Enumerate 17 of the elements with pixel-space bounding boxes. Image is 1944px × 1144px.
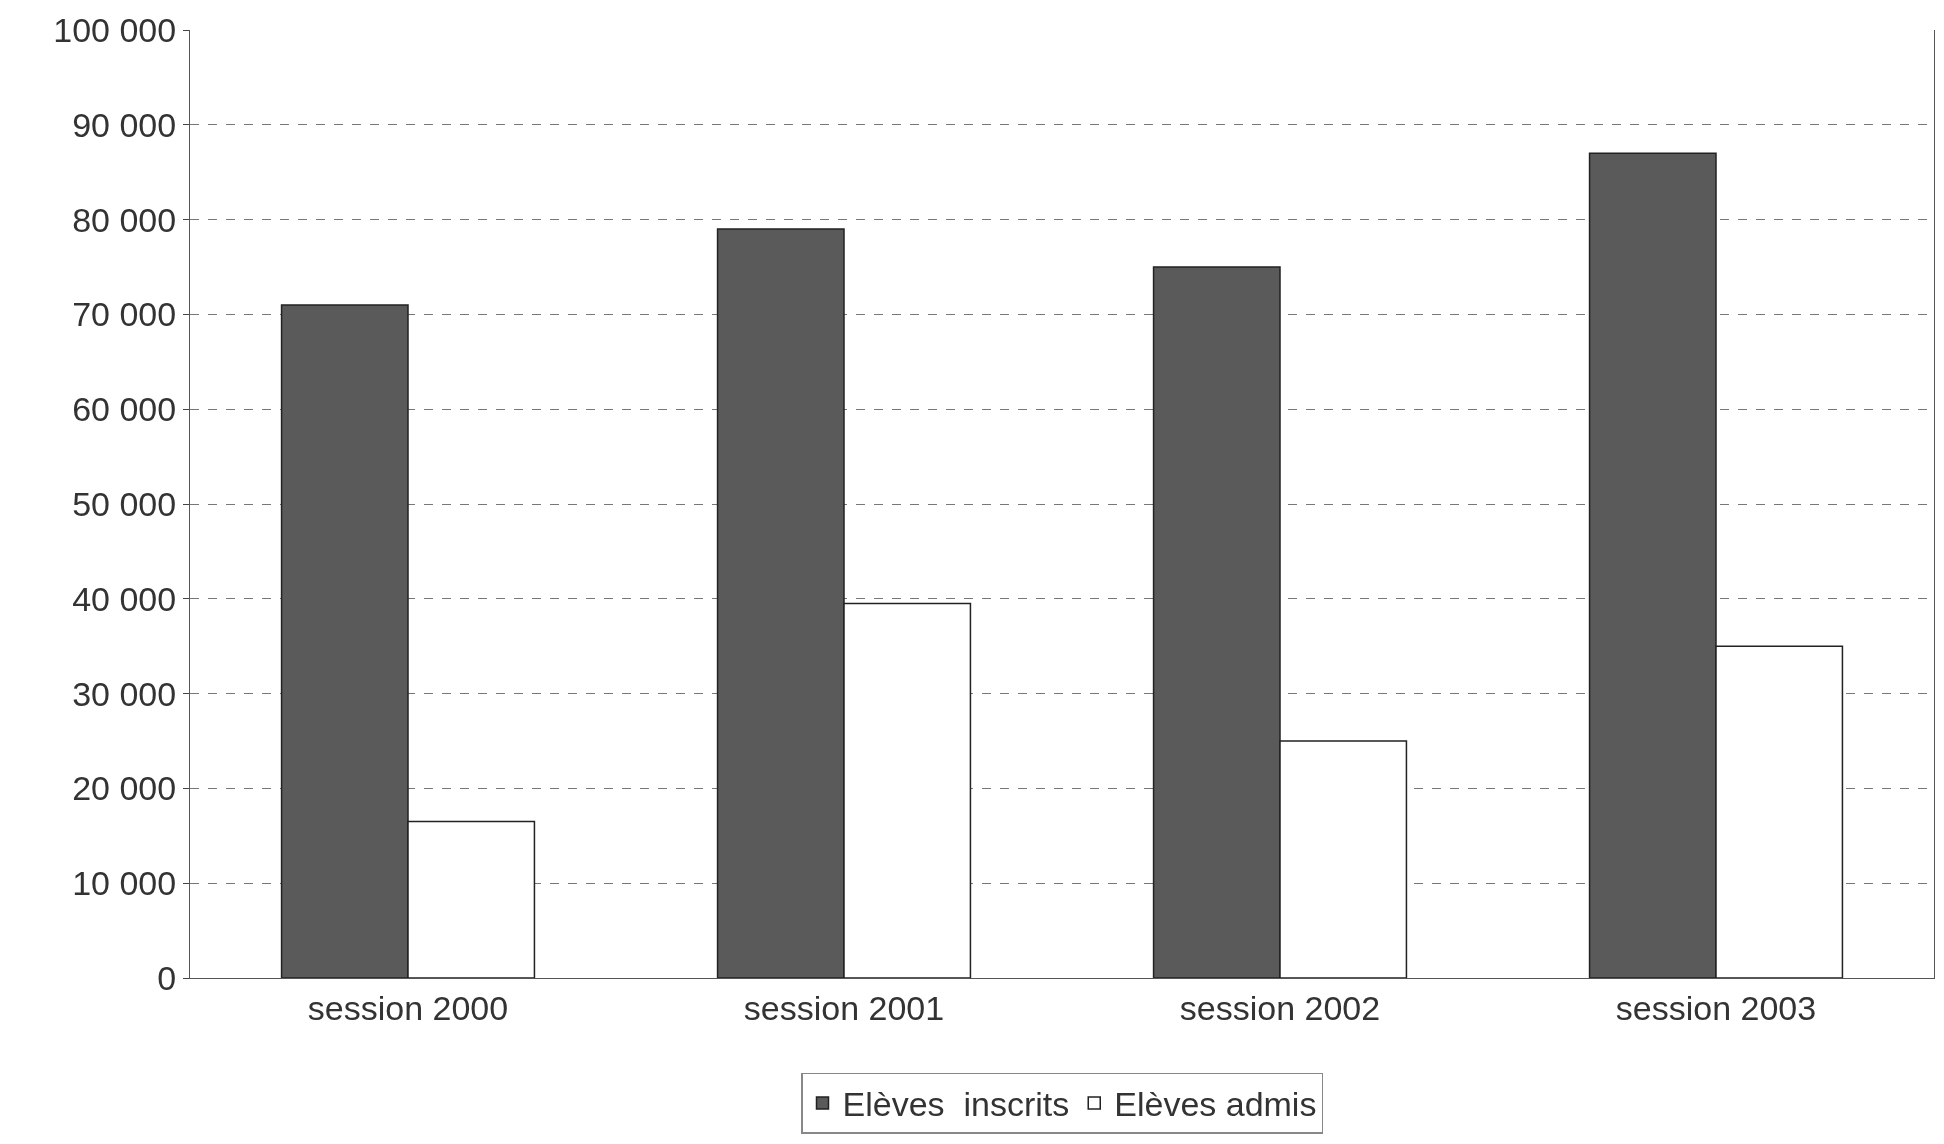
x-tick-label: session 2003	[1615, 988, 1817, 1027]
y-tick-label: 10 000	[72, 864, 177, 903]
y-tick-label: 0	[157, 958, 177, 997]
y-tick-label: 30 000	[72, 674, 177, 713]
y-tick-label: 70 000	[72, 295, 177, 334]
y-tick-label: 100 000	[53, 10, 177, 49]
y-tick-label: 50 000	[72, 484, 177, 523]
y-tick-label: 20 000	[72, 769, 177, 808]
x-tick-label: session 2002	[1179, 988, 1381, 1027]
y-tick-label: 60 000	[72, 390, 177, 429]
x-tick-label: session 2001	[743, 988, 945, 1027]
legend-label: Elèves inscrits	[842, 1085, 1070, 1124]
y-tick-label: 80 000	[72, 200, 177, 239]
y-tick-label: 40 000	[72, 579, 177, 618]
y-tick-label: 90 000	[72, 105, 177, 144]
legend-label: Elèves admis	[1114, 1085, 1317, 1124]
x-tick-label: session 2000	[307, 988, 509, 1027]
